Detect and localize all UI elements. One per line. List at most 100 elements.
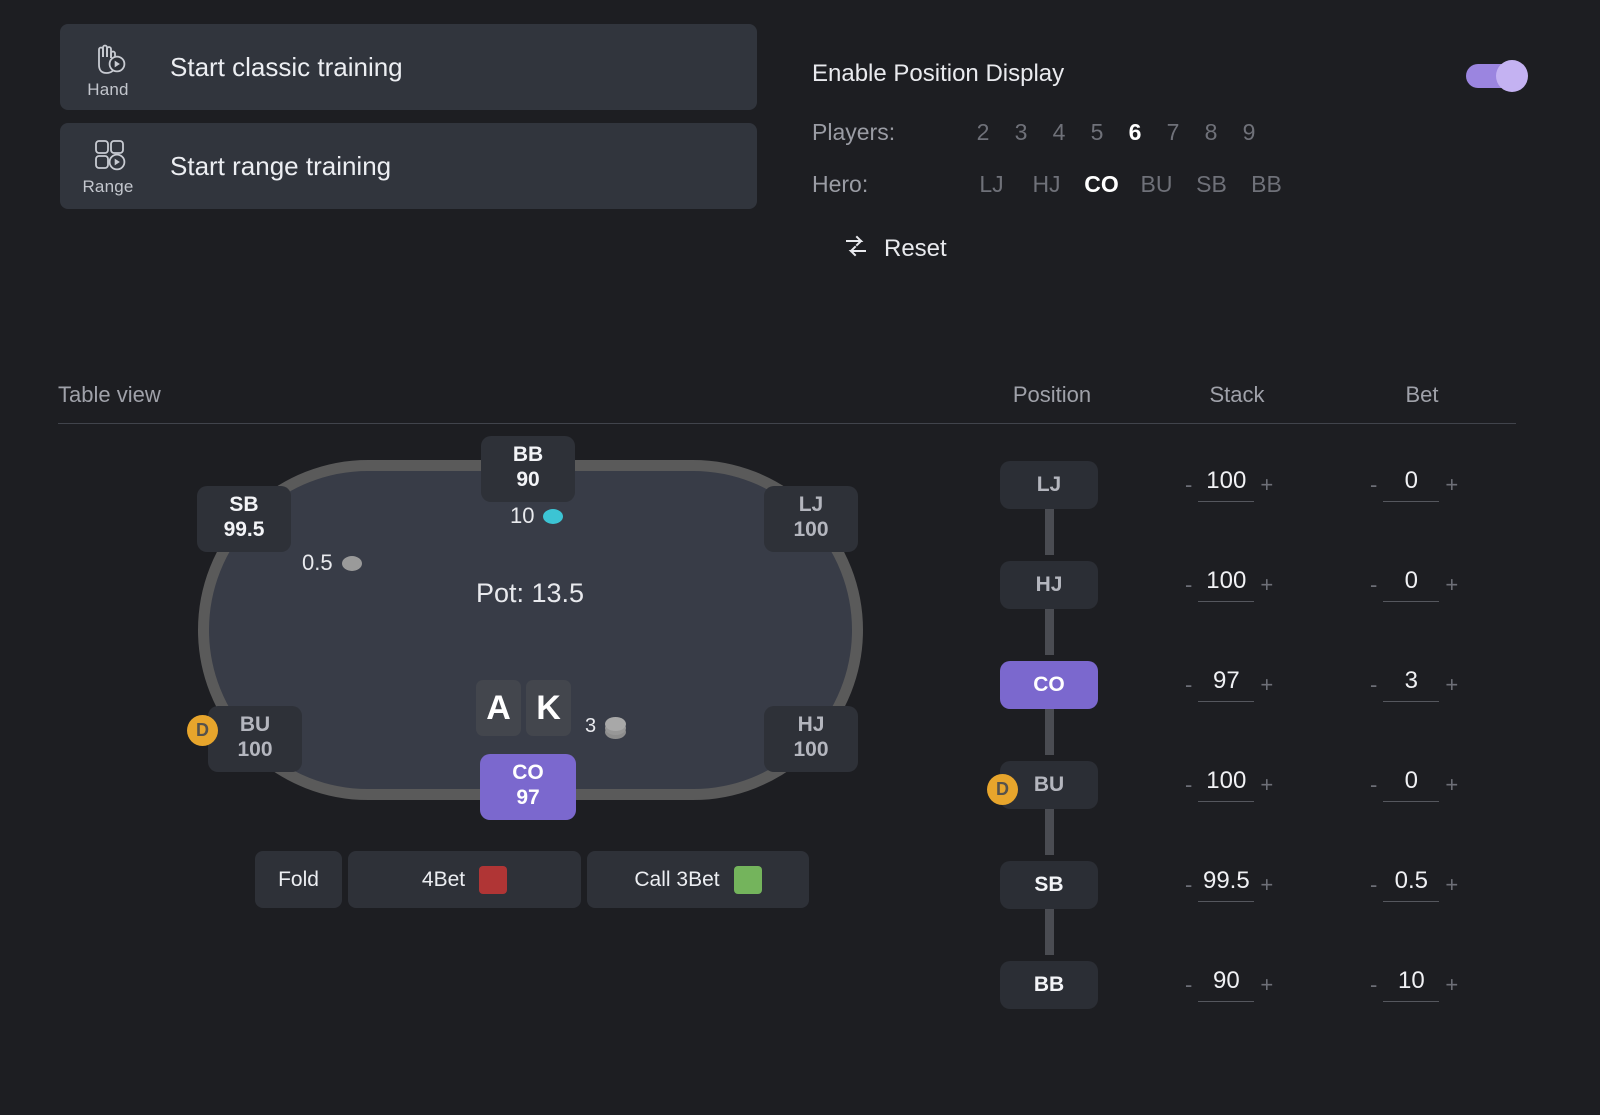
- bet-input-sb[interactable]: 0.5: [1383, 867, 1440, 902]
- bet-input-lj[interactable]: 0: [1383, 467, 1440, 502]
- reset-label: Reset: [884, 234, 947, 262]
- bet-decrement-lj[interactable]: -: [1370, 472, 1378, 497]
- bet-input-hj[interactable]: 0: [1383, 567, 1440, 602]
- stack-decrement-bb[interactable]: -: [1185, 972, 1193, 997]
- bet-decrement-bb[interactable]: -: [1370, 972, 1378, 997]
- stack-increment-bu[interactable]: +: [1260, 772, 1274, 797]
- hero-option-lj[interactable]: LJ: [979, 170, 1004, 197]
- bet-decrement-hj[interactable]: -: [1370, 572, 1378, 597]
- position-pill-lj[interactable]: LJ: [1000, 461, 1098, 509]
- seat-bu-stack: 100: [237, 737, 273, 761]
- stack-increment-co[interactable]: +: [1260, 672, 1274, 697]
- stack-input-bu[interactable]: 100: [1198, 767, 1255, 802]
- players-option-6[interactable]: 6: [1128, 118, 1142, 145]
- seat-sb[interactable]: SB 99.5: [197, 486, 291, 552]
- bet-increment-bb[interactable]: +: [1445, 972, 1459, 997]
- hero-card-1: A: [476, 680, 521, 736]
- bet-increment-lj[interactable]: +: [1445, 472, 1459, 497]
- stack-decrement-hj[interactable]: -: [1185, 572, 1193, 597]
- players-option-7[interactable]: 7: [1166, 118, 1180, 145]
- players-option-3[interactable]: 3: [1014, 118, 1028, 145]
- stack-decrement-co[interactable]: -: [1185, 672, 1193, 697]
- hero-options: LJ HJ CO BU SB BB: [964, 171, 1294, 198]
- stack-decrement-sb[interactable]: -: [1185, 872, 1193, 897]
- bet-amount-bb: 10: [510, 503, 535, 528]
- position-pill-co[interactable]: CO: [1000, 661, 1098, 709]
- position-pill-hj[interactable]: HJ: [1000, 561, 1098, 609]
- players-option-8[interactable]: 8: [1204, 118, 1218, 145]
- hero-card-2: K: [526, 680, 571, 736]
- stack-decrement-bu[interactable]: -: [1185, 772, 1193, 797]
- hand-icon-label: Hand: [87, 79, 129, 99]
- bet-stepper-bu: - 0 +: [1370, 767, 1458, 802]
- bet-value-bu: 0: [1404, 767, 1418, 794]
- position-pill-sb[interactable]: SB: [1000, 861, 1098, 909]
- bet-increment-co[interactable]: +: [1445, 672, 1459, 697]
- bet-decrement-sb[interactable]: -: [1370, 872, 1378, 897]
- seat-co-hero[interactable]: CO 97: [480, 754, 576, 820]
- hero-option-bb[interactable]: BB: [1251, 170, 1282, 197]
- position-row-sb: SB -99.5 + -0.5 +: [1000, 855, 1520, 955]
- seat-lj[interactable]: LJ 100: [764, 486, 858, 552]
- bet-increment-sb[interactable]: +: [1445, 872, 1459, 897]
- 4bet-button[interactable]: 4Bet: [348, 851, 581, 908]
- seat-hj[interactable]: HJ 100: [764, 706, 858, 772]
- column-header-position: Position: [1012, 382, 1092, 407]
- call-3bet-color-swatch: [733, 865, 762, 894]
- bet-stepper-bb: -10 +: [1370, 967, 1458, 1002]
- players-option-9[interactable]: 9: [1242, 118, 1256, 145]
- bet-input-co[interactable]: 3: [1383, 667, 1440, 702]
- bet-indicator-co: 3: [585, 715, 627, 739]
- bet-decrement-bu[interactable]: -: [1370, 772, 1378, 797]
- position-display-toggle[interactable]: [1466, 60, 1528, 92]
- stack-decrement-lj[interactable]: -: [1185, 472, 1193, 497]
- seat-bb[interactable]: BB 90: [481, 436, 575, 502]
- position-pill-bb[interactable]: BB: [1000, 961, 1098, 1009]
- start-range-training-button[interactable]: Range Start range training: [60, 123, 757, 209]
- hero-option-sb[interactable]: SB: [1196, 170, 1227, 197]
- stack-input-lj[interactable]: 100: [1198, 467, 1255, 502]
- start-classic-training-button[interactable]: Hand Start classic training: [60, 24, 757, 110]
- players-option-5[interactable]: 5: [1090, 118, 1104, 145]
- bet-decrement-co[interactable]: -: [1370, 672, 1378, 697]
- bet-value-sb: 0.5: [1394, 867, 1429, 894]
- hero-option-hj[interactable]: HJ: [1032, 170, 1061, 197]
- position-display-row: Enable Position Display: [812, 60, 1528, 106]
- hero-option-co[interactable]: CO: [1084, 170, 1119, 197]
- hero-hand: A K: [476, 680, 571, 736]
- bet-input-bb[interactable]: 10: [1383, 967, 1440, 1002]
- stack-stepper-bb: -90 +: [1185, 967, 1273, 1002]
- stack-input-co[interactable]: 97: [1198, 667, 1255, 702]
- fold-button[interactable]: Fold: [255, 851, 342, 908]
- stack-input-bb[interactable]: 90: [1198, 967, 1255, 1002]
- bet-value-bb: 10: [1397, 967, 1425, 994]
- stack-value-bb: 90: [1212, 967, 1240, 994]
- stack-value-lj: 100: [1206, 467, 1247, 494]
- bet-input-bu[interactable]: 0: [1383, 767, 1440, 802]
- bet-increment-bu[interactable]: +: [1445, 772, 1459, 797]
- position-row-hj: HJ -100 + -0 +: [1000, 555, 1520, 655]
- poker-table: Pot: 13.5 BB 90 SB 99.5 LJ 100 BU 100 HJ…: [180, 436, 880, 820]
- call-3bet-button[interactable]: Call 3Bet: [587, 851, 809, 908]
- stack-stepper-sb: -99.5 +: [1185, 867, 1273, 902]
- position-connector: [1045, 809, 1054, 855]
- reset-button[interactable]: Reset: [842, 232, 947, 265]
- stack-increment-lj[interactable]: +: [1260, 472, 1274, 497]
- players-option-4[interactable]: 4: [1052, 118, 1066, 145]
- seat-bu[interactable]: BU 100: [208, 706, 302, 772]
- seat-sb-position: SB: [229, 493, 259, 516]
- stack-input-sb[interactable]: 99.5: [1198, 867, 1255, 902]
- position-connector: [1045, 709, 1054, 755]
- bet-amount-sb: 0.5: [302, 550, 333, 575]
- bet-increment-hj[interactable]: +: [1445, 572, 1459, 597]
- players-option-2[interactable]: 2: [976, 118, 990, 145]
- action-buttons: Fold 4Bet Call 3Bet: [255, 851, 809, 908]
- stack-input-hj[interactable]: 100: [1198, 567, 1255, 602]
- position-row-bb: BB -90 + -10 +: [1000, 955, 1520, 1055]
- stack-increment-sb[interactable]: +: [1260, 872, 1274, 897]
- hero-option-bu[interactable]: BU: [1140, 170, 1173, 197]
- column-header-stack: Stack: [1209, 382, 1265, 407]
- stack-increment-hj[interactable]: +: [1260, 572, 1274, 597]
- stack-increment-bb[interactable]: +: [1260, 972, 1274, 997]
